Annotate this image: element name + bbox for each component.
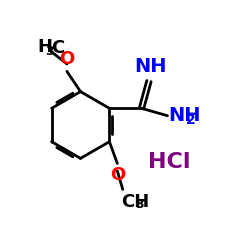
Text: HCl: HCl	[148, 152, 191, 172]
Text: 2: 2	[186, 113, 196, 127]
Text: H: H	[38, 38, 53, 56]
Text: NH: NH	[169, 106, 201, 125]
Text: 3: 3	[136, 198, 144, 210]
Text: O: O	[59, 50, 74, 68]
Text: C: C	[51, 39, 64, 57]
Text: O: O	[110, 166, 125, 184]
Text: CH: CH	[121, 193, 149, 211]
Text: 3: 3	[45, 45, 54, 58]
Text: NH: NH	[134, 57, 166, 76]
